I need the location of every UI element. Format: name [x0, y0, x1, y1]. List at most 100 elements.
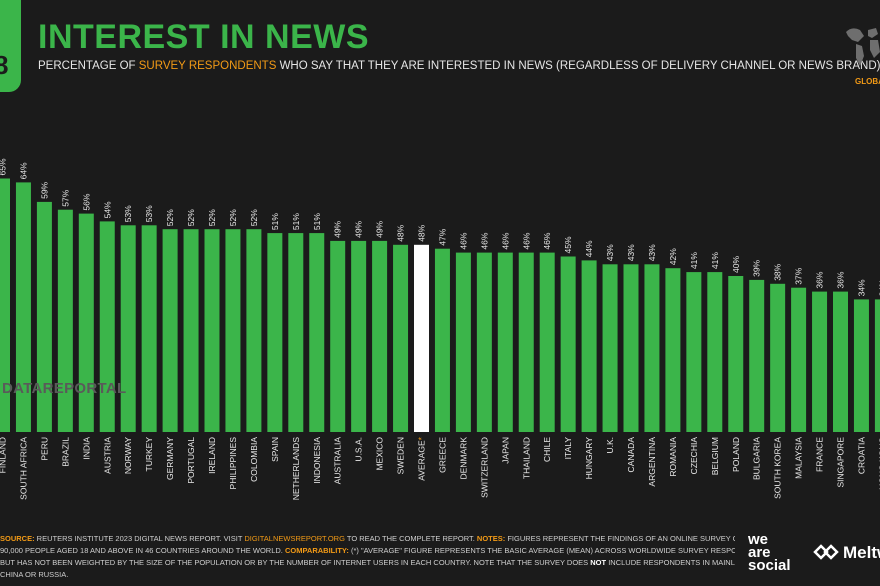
- notes-line-4: CHINA OR RUSSIA.: [0, 570, 69, 579]
- value-label: 43%: [605, 244, 615, 261]
- bar-south-africa: [15, 182, 31, 432]
- category-label: BELGIUM: [710, 437, 720, 475]
- bar-peru: [36, 201, 52, 432]
- source-label: SOURCE:: [0, 534, 35, 543]
- footer-notes: SOURCE: REUTERS INSTITUTE 2023 DIGITAL N…: [0, 533, 735, 581]
- value-label: 56%: [81, 193, 91, 210]
- bar-malaysia: [791, 287, 807, 432]
- subtitle-highlight: SURVEY RESPONDENTS: [138, 60, 277, 72]
- slide-number-badge: 8: [0, 0, 21, 92]
- value-label: 57%: [60, 189, 70, 206]
- comparability-label: COMPARABILITY:: [284, 546, 349, 555]
- value-label: 43%: [647, 244, 657, 261]
- bar-czechia: [686, 272, 702, 432]
- subtitle-post: WHO SAY THAT THEY ARE INTERESTED IN NEWS…: [276, 60, 880, 72]
- bar-ireland: [204, 229, 220, 432]
- category-label: SPAIN: [270, 437, 280, 462]
- value-label: 51%: [270, 213, 280, 230]
- category-label: COLOMBIA: [249, 437, 259, 482]
- value-label: 38%: [773, 263, 783, 280]
- category-label: U.K.: [605, 437, 615, 454]
- category-label: INDIA: [81, 437, 91, 460]
- value-label: 46%: [479, 232, 489, 249]
- bar-mexico: [372, 240, 388, 432]
- bar-austria: [99, 221, 115, 432]
- bar-u-s-a: [351, 240, 367, 432]
- value-label: 42%: [668, 248, 678, 265]
- globe-icon: [846, 28, 880, 66]
- logo-word-we: we: [748, 531, 769, 548]
- value-label: 51%: [291, 213, 301, 230]
- value-label: 46%: [542, 232, 552, 249]
- category-label: TURKEY: [144, 437, 154, 472]
- bar-greece: [434, 248, 450, 432]
- source-link[interactable]: DIGITALNEWSREPORT.ORG: [244, 534, 345, 543]
- bar-average: [414, 244, 429, 432]
- category-label: SINGAPORE: [836, 437, 846, 488]
- slide-number: 8: [0, 50, 9, 80]
- category-label: BRAZIL: [60, 437, 70, 467]
- category-label: AUSTRIA: [102, 437, 112, 474]
- value-label: 44%: [584, 240, 594, 257]
- value-label: 48%: [417, 224, 427, 241]
- logo-word-are: are: [748, 544, 771, 561]
- category-label: SWITZERLAND: [479, 437, 489, 498]
- bar-denmark: [455, 252, 471, 432]
- category-label: CANADA: [626, 437, 636, 473]
- bar-canada: [623, 264, 639, 432]
- value-label: 59%: [39, 181, 49, 198]
- bar-poland: [728, 276, 744, 432]
- value-label: 37%: [794, 267, 804, 284]
- bar-spain: [267, 233, 283, 432]
- category-label: AUSTRALIA: [333, 437, 343, 485]
- notes-line-3-end: INCLUDE RESPONDENTS IN MAINLAND: [608, 558, 735, 567]
- bar-croatia: [853, 299, 869, 432]
- logo-word-social: social: [748, 557, 791, 574]
- value-label: 34%: [877, 279, 880, 296]
- category-label: DENMARK: [458, 437, 468, 480]
- category-label: THAILAND: [521, 437, 531, 479]
- page-title: INTEREST IN NEWS: [38, 18, 370, 56]
- value-label: 49%: [333, 220, 343, 237]
- value-label: 41%: [689, 252, 699, 269]
- category-label: ARGENTINA: [647, 437, 657, 487]
- category-label: MALAYSIA: [794, 437, 804, 479]
- source-text-2: TO READ THE COMPLETE REPORT.: [344, 534, 477, 543]
- category-label: PORTUGAL: [186, 437, 196, 484]
- page-subtitle: PERCENTAGE OF SURVEY RESPONDENTS WHO SAY…: [38, 60, 880, 72]
- bar-sweden: [393, 244, 409, 432]
- value-label: 65%: [0, 158, 8, 175]
- value-label: 53%: [123, 205, 133, 222]
- category-label: GERMANY: [165, 437, 175, 480]
- notes-text: FIGURES REPRESENT THE FINDINGS OF AN ONL…: [507, 534, 735, 543]
- source-text: REUTERS INSTITUTE 2023 DIGITAL NEWS REPO…: [34, 534, 245, 543]
- value-label: 40%: [731, 256, 741, 273]
- value-label: 41%: [710, 252, 720, 269]
- category-label: BULGARIA: [752, 437, 762, 480]
- value-label: 36%: [815, 271, 825, 288]
- bar-colombia: [246, 229, 262, 432]
- category-label: U.S.A.: [354, 437, 364, 462]
- meltwater-logo: Meltwater: [813, 543, 880, 563]
- notes-line-2: 90,000 PEOPLE AGED 18 AND ABOVE IN 46 CO…: [0, 546, 285, 555]
- notes-line-3: BUT HAS NOT BEEN WEIGHTED BY THE SIZE OF…: [0, 558, 591, 567]
- category-label: CROATIA: [856, 437, 866, 474]
- value-label: 49%: [375, 220, 385, 237]
- region-label: GLOBAL: [855, 77, 880, 86]
- bar-indonesia: [309, 233, 325, 432]
- bar-france: [812, 291, 828, 432]
- category-label: ITALY: [563, 437, 573, 460]
- category-label: IRELAND: [207, 437, 217, 474]
- subtitle-pre: PERCENTAGE OF: [38, 60, 139, 72]
- value-label: 49%: [354, 220, 364, 237]
- value-label: 52%: [228, 209, 238, 226]
- category-label: AVERAGE*: [417, 436, 427, 480]
- value-label: 53%: [144, 205, 154, 222]
- datareportal-watermark: DATAREPORTAL: [2, 380, 127, 397]
- value-label: 46%: [521, 232, 531, 249]
- bar-argentina: [644, 264, 660, 432]
- category-label: PHILIPPINES: [228, 437, 238, 490]
- category-label: CHILE: [542, 437, 552, 462]
- bar-singapore: [833, 291, 848, 432]
